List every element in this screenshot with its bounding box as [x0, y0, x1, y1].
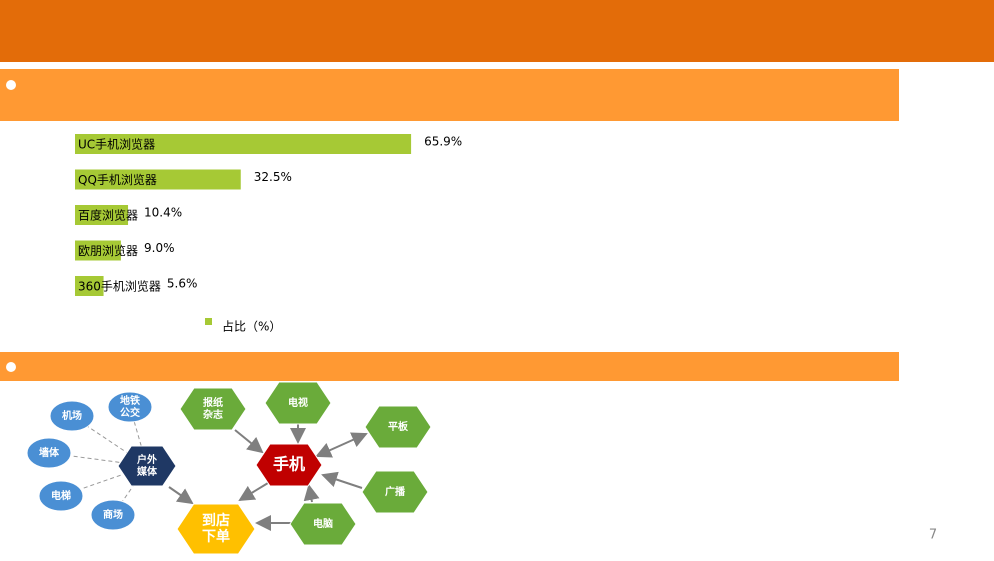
node-ellipse: [49, 400, 95, 432]
node-hexagon: [117, 445, 177, 487]
bar: [75, 169, 241, 190]
arrow: [303, 484, 320, 503]
node-ellipse: [90, 499, 136, 531]
value-label: 9.0%: [144, 241, 175, 255]
bar: [75, 134, 412, 154]
node-ellipse: [38, 480, 84, 512]
bullet: [6, 362, 16, 372]
node-label: 到店: [202, 512, 230, 529]
node-label: 地铁: [120, 394, 140, 407]
node-label: 广播: [385, 485, 406, 498]
node-label: 平板: [388, 420, 409, 433]
legend-swatch: [205, 318, 212, 325]
node-label: 户外: [136, 453, 157, 466]
node-ellipse: [26, 437, 72, 469]
node-label: 手机: [273, 455, 305, 474]
arrow: [168, 486, 194, 505]
node-label: 下单: [202, 528, 230, 545]
node-hexagon: [176, 503, 256, 555]
bullet: [6, 80, 16, 90]
page-number: 7: [929, 528, 937, 543]
arrow: [238, 482, 269, 502]
node-hexagon: [289, 502, 357, 546]
node-label: 媒体: [136, 465, 158, 478]
bar: [75, 240, 121, 261]
header-bar: [0, 0, 994, 62]
arrow: [321, 471, 363, 489]
node-hexagon: [255, 443, 323, 487]
section-band: [0, 69, 899, 121]
category-label: QQ手机浏览器: [78, 172, 157, 187]
node-label: 报纸: [203, 396, 223, 409]
bar: [75, 276, 104, 296]
node-label: 电梯: [51, 489, 71, 502]
category-label: 360手机浏览器: [78, 279, 161, 294]
bar-chart: UC手机浏览器 65.9% QQ手机浏览器 32.5% 百度浏览器 10.4% 欧朋浏览器 9…: [75, 134, 462, 334]
node-label: 机场: [62, 409, 82, 422]
node-hexagon: [179, 387, 247, 431]
node-label: 电视: [288, 396, 308, 409]
node-label: 公交: [120, 406, 140, 419]
category-label: 百度浏览器: [78, 208, 138, 223]
legend-label: 占比（%）: [222, 319, 281, 334]
node-ellipse: [107, 391, 153, 423]
section-band: [0, 352, 899, 381]
category-label: UC手机浏览器: [78, 137, 155, 152]
node-label: 商场: [103, 508, 123, 521]
category-label: 欧朋浏览器: [78, 243, 138, 258]
value-label: 5.6%: [167, 277, 198, 291]
value-label: 10.4%: [144, 206, 182, 220]
node-label: 电脑: [313, 517, 333, 530]
node-hexagon: [264, 381, 332, 425]
node-label: 墙体: [39, 446, 60, 459]
node-hexagon: [361, 470, 429, 514]
node-hexagon: [364, 405, 432, 449]
node-label: 杂志: [203, 408, 223, 421]
bar: [75, 205, 129, 225]
value-label: 32.5%: [254, 170, 292, 184]
arrow: [234, 429, 264, 454]
value-label: 65.9%: [424, 135, 462, 149]
arrow: [315, 432, 368, 458]
